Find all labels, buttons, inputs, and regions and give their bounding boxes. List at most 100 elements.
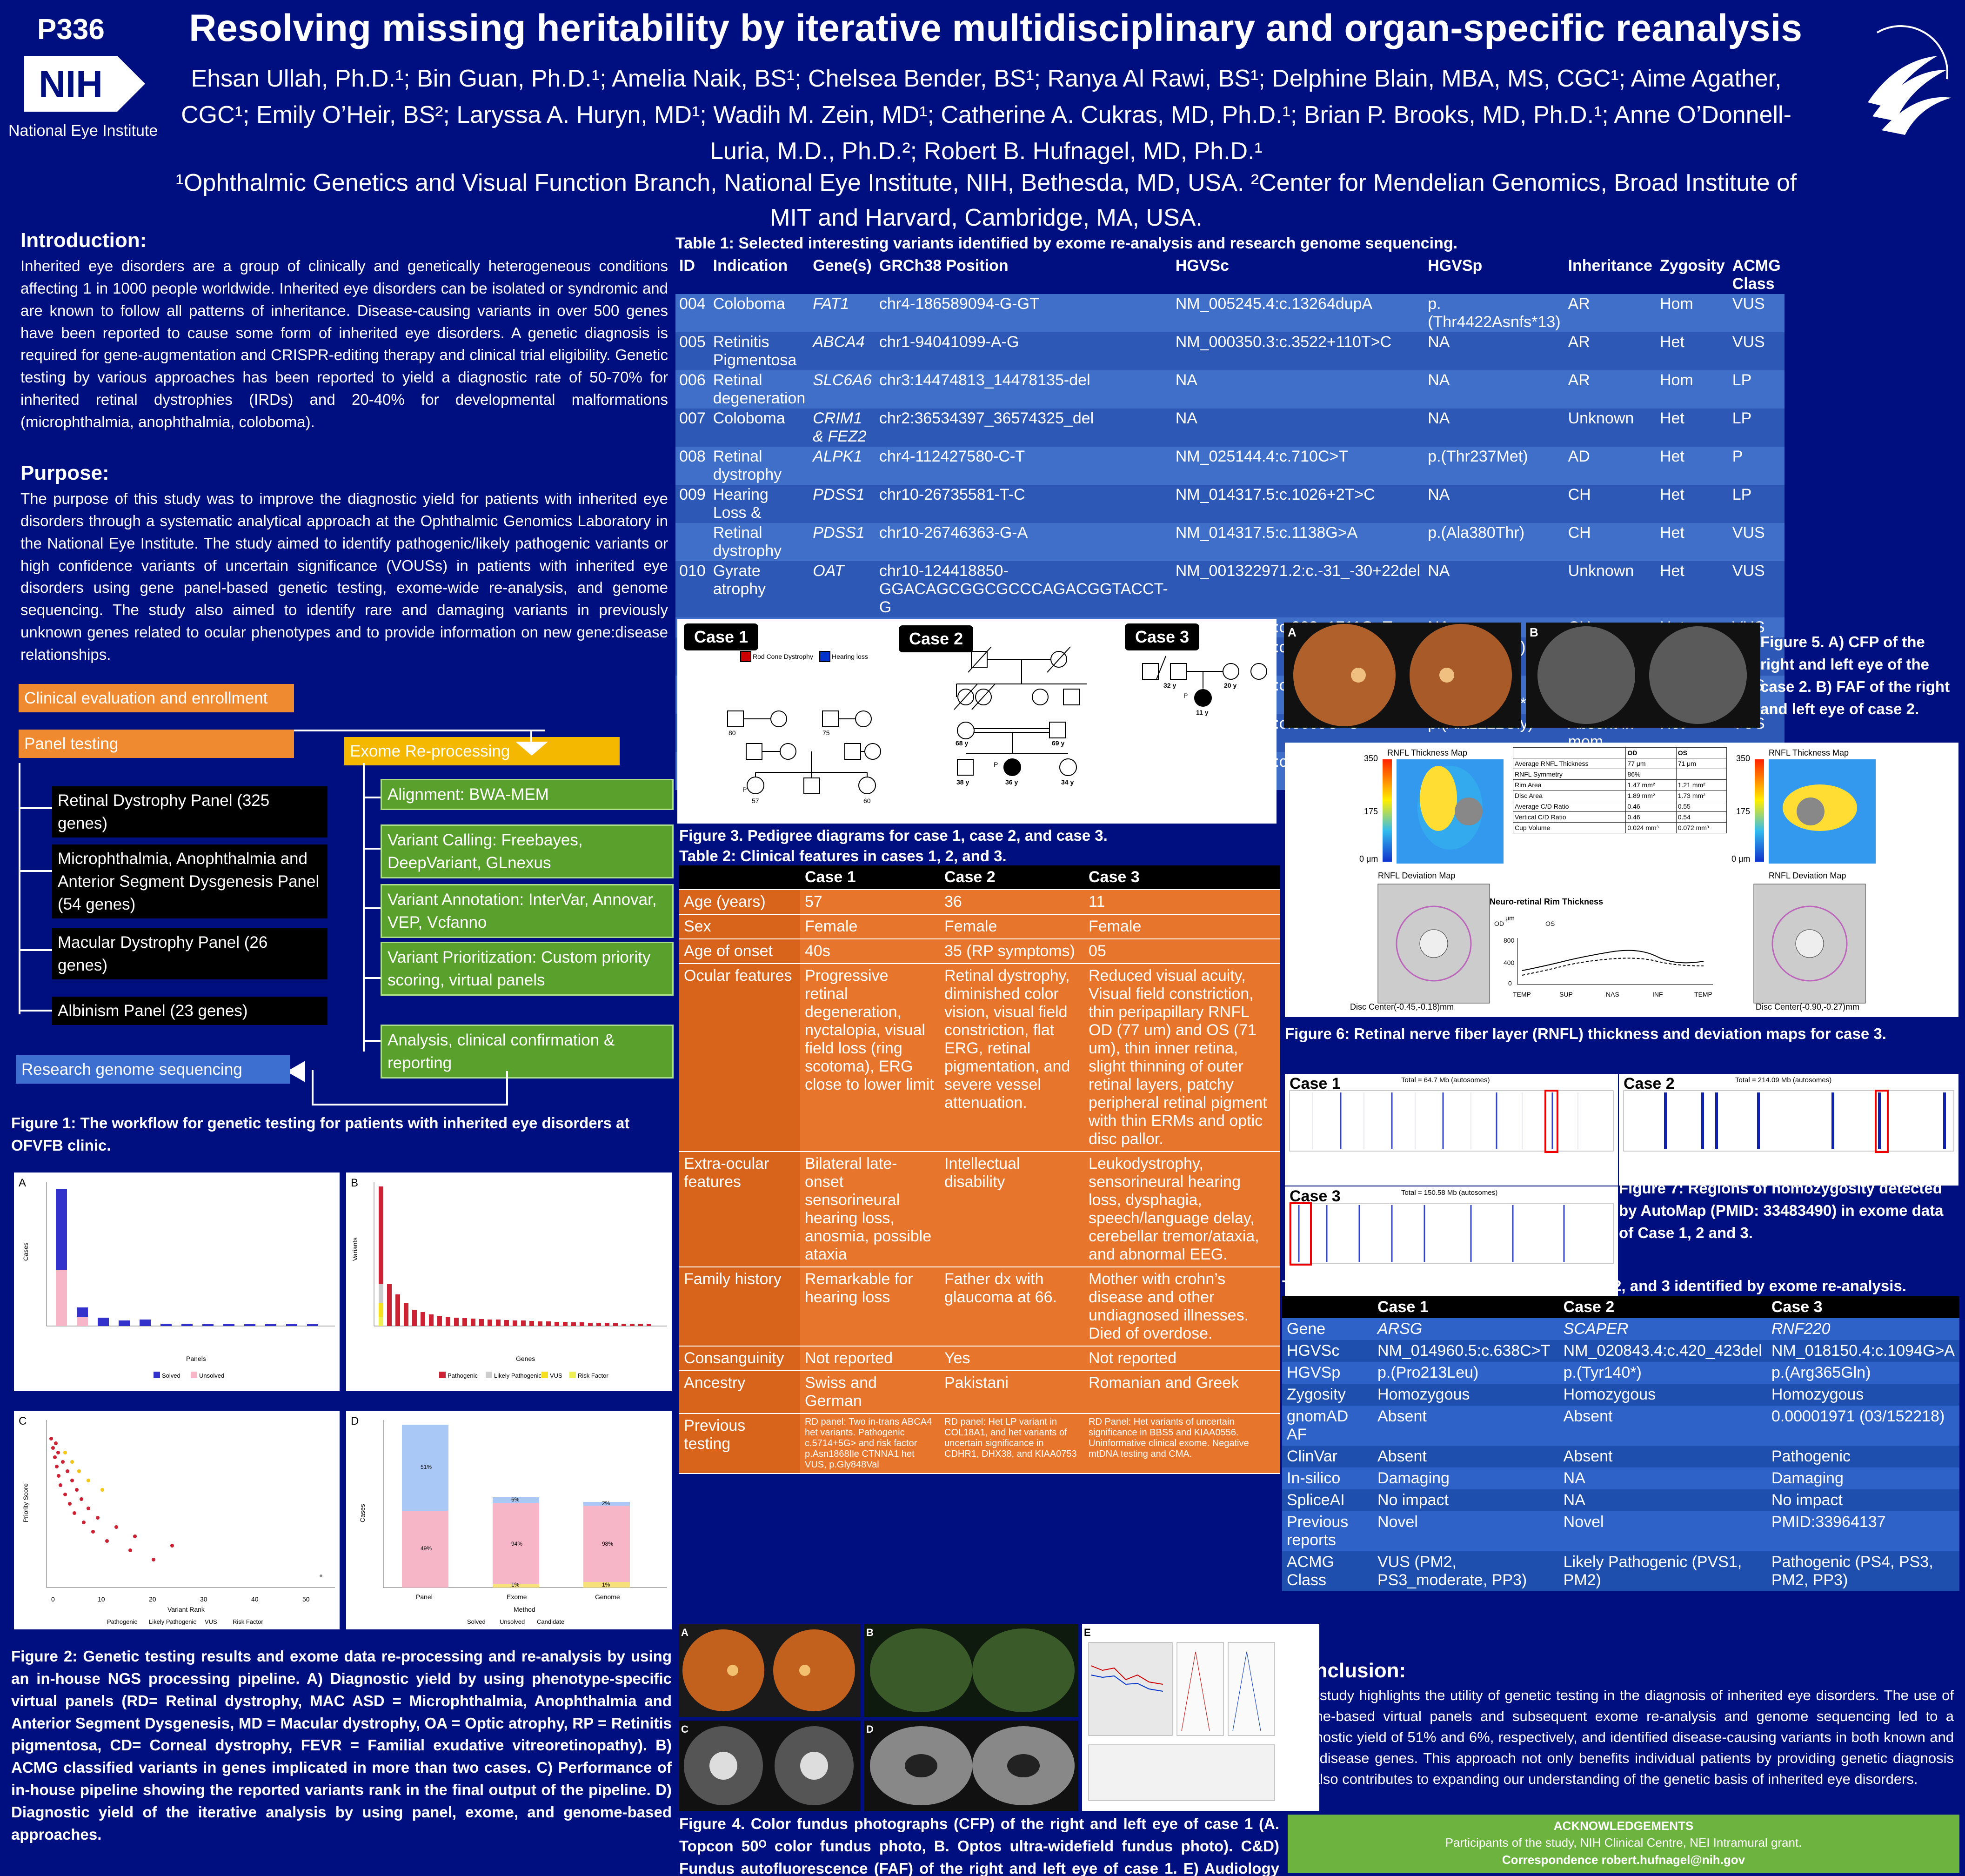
table-row: In-silico Damaging NA Damaging: [1282, 1467, 1959, 1489]
table-cell: 05: [1084, 939, 1280, 964]
table-row: Zygosity Homozygous Homozygous Homozygous: [1282, 1384, 1959, 1406]
table-cell: Retinitis Pigmentosa: [709, 332, 809, 370]
wf-panel-rd: Retinal Dystrophy Panel (325 genes): [52, 786, 328, 838]
fig3-caption: Figure 3. Pedigree diagrams for case 1, …: [679, 827, 1108, 844]
svg-text:400: 400: [1504, 959, 1515, 966]
svg-text:Genome: Genome: [595, 1593, 620, 1601]
table-cell: Unknown: [1564, 409, 1656, 447]
table-row: Consanguinity Not reported Yes Not reported: [679, 1346, 1280, 1371]
case-1-label: Case 1: [684, 623, 759, 650]
wf-step-call: Variant Calling: Freebayes, DeepVariant,…: [381, 824, 674, 878]
fig1-caption: Figure 1: The workflow for genetic testi…: [11, 1114, 630, 1154]
svg-text:Panels: Panels: [186, 1355, 206, 1362]
table-cell: Het: [1656, 485, 1729, 523]
table-row: 009 Hearing Loss & PDSS1 chr10-26735581-T-C…: [675, 485, 1785, 523]
wf-step-report: Analysis, clinical confirmation & report…: [381, 1025, 674, 1079]
svg-text:Risk Factor: Risk Factor: [233, 1618, 263, 1625]
table-cell: NM_005245.4:c.13264dupA: [1171, 294, 1424, 332]
svg-text:Pathogenic: Pathogenic: [448, 1372, 478, 1379]
arrow-icon: [515, 742, 548, 756]
svg-text:49%: 49%: [421, 1545, 432, 1552]
table-cell: Yes: [940, 1346, 1084, 1371]
table3: Case 1 Case 2 Case 3 Gene ARSG SCAPER RNF220 H…: [1282, 1296, 1959, 1591]
svg-text:NAS: NAS: [1606, 991, 1619, 998]
table-cell: CH: [1564, 485, 1656, 523]
table-cell: Homozygous: [1372, 1384, 1559, 1406]
svg-text:50: 50: [302, 1595, 310, 1603]
table-cell: Gene: [1282, 1318, 1373, 1340]
table-row: Sex Female Female Female: [679, 914, 1280, 939]
fig7-caption: Figure 7: Regions of homozygosity detect…: [1619, 1179, 1944, 1241]
table-cell: Leukodystrophy, sensorineural hearing lo…: [1084, 1152, 1280, 1267]
fig4-images: A B C D E: [679, 1624, 1319, 1811]
table-header-row: ID Indication Gene(s) GRCh38 Position HGVSc H…: [675, 256, 1785, 294]
svg-text:Variants: Variants: [351, 1238, 359, 1261]
table-cell: NM_018150.4:c.1094G>A: [1766, 1340, 1959, 1362]
table-cell: chr10-26735581-T-C: [875, 485, 1172, 523]
table-cell: AR: [1564, 294, 1656, 332]
table-cell: gnomAD AF: [1282, 1406, 1373, 1446]
table2-title: Table 2: Clinical features in cases 1, 2…: [679, 847, 1007, 864]
table-cell: VUS: [1728, 294, 1785, 332]
table-cell: PDSS1: [809, 523, 876, 561]
table-cell: 004: [675, 294, 709, 332]
table-cell: Not reported: [1084, 1346, 1280, 1371]
svg-text:51%: 51%: [421, 1464, 432, 1470]
svg-text:Total = 150.58 Mb (autosomes): Total = 150.58 Mb (autosomes): [1401, 1189, 1497, 1197]
conclusion-heading: Conclusion:: [1288, 1659, 1406, 1682]
table-cell: NM_001322971.2:c.-31_-30+22del: [1171, 561, 1424, 617]
table-cell: p.(Tyr140*): [1558, 1362, 1767, 1384]
table-cell: [675, 523, 709, 561]
svg-text:SUP: SUP: [1559, 991, 1573, 998]
table-cell: Consanguinity: [679, 1346, 800, 1371]
table-row: Previous reports Novel Novel PMID:33964137: [1282, 1511, 1959, 1551]
table-cell: p.(Thr4422Asnfs*13): [1424, 294, 1564, 332]
table-cell: Homozygous: [1558, 1384, 1767, 1406]
svg-text:1%: 1%: [511, 1581, 520, 1588]
table-row: SpliceAI No impact NA No impact: [1282, 1489, 1959, 1511]
svg-text:Exome: Exome: [507, 1593, 527, 1601]
fig2a-chart: A Cases Panels Solved Unsolved: [19, 1177, 335, 1379]
table-cell: Retinal dystrophy, diminished color visi…: [940, 964, 1084, 1152]
svg-text:Neuro-retinal Rim Thickness: Neuro-retinal Rim Thickness: [1490, 897, 1603, 906]
table-row: Ocular features Progressive retinal degen…: [679, 964, 1280, 1152]
svg-text:TEMP: TEMP: [1694, 991, 1712, 998]
table-cell: p.(Pro213Leu): [1372, 1362, 1559, 1384]
ack-correspondence: Correspondence robert.hufnagel@nih.gov: [1502, 1852, 1745, 1867]
svg-text:VUS: VUS: [205, 1618, 217, 1625]
table-cell: Retinal dystrophy: [709, 523, 809, 561]
table-cell: Het: [1656, 447, 1729, 485]
table-cell: chr10-124418850-GGACAGCGGCGCCCAGACGGTACC…: [875, 561, 1172, 617]
table-cell: Ocular features: [679, 964, 800, 1152]
table-cell: Hom: [1656, 370, 1729, 409]
table-row: Age of onset 40s 35 (RP symptoms) 05: [679, 939, 1280, 964]
table-cell: Retinal dystrophy: [709, 447, 809, 485]
table-cell: p.(Ala380Thr): [1424, 523, 1564, 561]
svg-text:175: 175: [1364, 807, 1378, 816]
table-cell: ABCA4: [809, 332, 876, 370]
purpose-text: The purpose of this study was to improve…: [20, 490, 668, 663]
svg-text:Rod Cone Dystrophy: Rod Cone Dystrophy: [753, 653, 813, 660]
table-cell: Extra-ocular features: [679, 1152, 800, 1267]
table-row: Previous testing RD panel: Two in-trans A…: [679, 1414, 1280, 1474]
svg-text:VUS: VUS: [550, 1372, 562, 1379]
svg-text:1%: 1%: [602, 1581, 610, 1588]
table-cell: 009: [675, 485, 709, 523]
table-cell: Damaging: [1372, 1467, 1559, 1489]
table-cell: NA: [1424, 370, 1564, 409]
svg-text:98%: 98%: [602, 1541, 613, 1547]
table-cell: 006: [675, 370, 709, 409]
table-cell: VUS: [1728, 561, 1785, 617]
table-cell: NA: [1558, 1489, 1767, 1511]
svg-text:Total = 64.7 Mb (autosomes): Total = 64.7 Mb (autosomes): [1401, 1076, 1490, 1084]
roh-case2-plot: Case 2 Total = 214.09 Mb (autosomes): [1623, 1075, 1954, 1153]
svg-text:0 μm: 0 μm: [1359, 854, 1378, 864]
table-cell: Het: [1656, 523, 1729, 561]
table-cell: Age (years): [679, 890, 800, 915]
pedigree-diagrams: Rod Cone Dystrophy Hearing loss 80 75 57 60…: [727, 646, 1267, 804]
svg-text:800: 800: [1504, 937, 1515, 944]
table-cell: 008: [675, 447, 709, 485]
table-cell: Reduced visual acuity, Visual field cons…: [1084, 964, 1280, 1152]
table-cell: NM_020843.4:c.420_423del: [1558, 1340, 1767, 1362]
institute-name: National Eye Institute: [8, 122, 158, 140]
